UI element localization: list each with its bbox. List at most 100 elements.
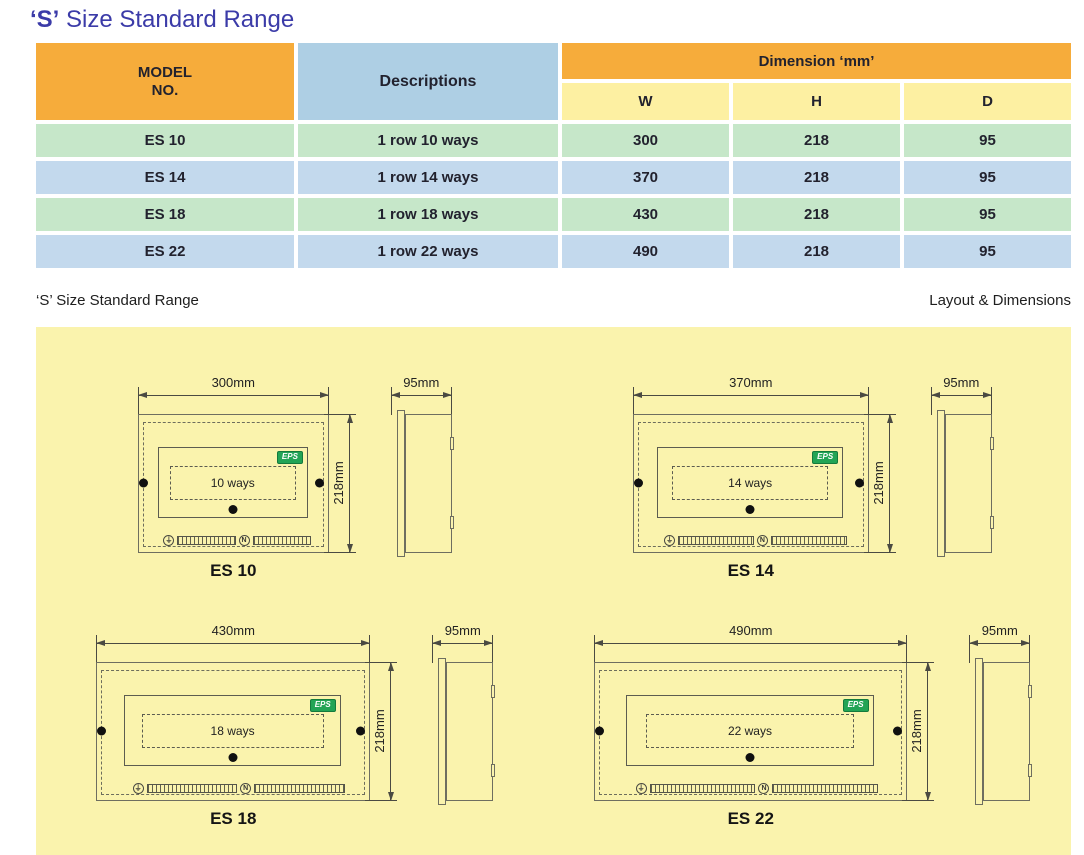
extension-line	[450, 386, 452, 415]
arrowhead-right-icon	[982, 391, 992, 398]
panel-layout-diagram: 490mm EPS 22 ways ⏚	[594, 622, 1033, 829]
earth-terminal-icon: ⏚	[664, 534, 676, 546]
header-width: W	[562, 83, 729, 120]
diagram-grid: 300mm EPS 10 ways ⏚	[36, 327, 1071, 855]
eps-logo: EPS	[812, 450, 839, 464]
extension-line	[906, 634, 908, 663]
cell-depth: 95	[904, 124, 1071, 157]
cell-depth: 95	[904, 161, 1071, 194]
mounting-hole-right	[854, 478, 864, 488]
enclosure-side-view	[432, 657, 496, 805]
earth-busbar	[177, 535, 236, 545]
side-view-flange	[975, 657, 984, 805]
dimension-line	[348, 414, 350, 552]
earth-busbar	[678, 535, 754, 545]
earth-busbar	[146, 783, 238, 793]
side-view-hinge-top	[1028, 685, 1033, 699]
enclosure-side-view	[391, 409, 454, 557]
side-view-assembly: 95mm	[432, 622, 496, 805]
header-dimension-mm: Dimension ‘mm’	[562, 43, 1071, 79]
earth-busbar	[649, 783, 756, 793]
page-title-emphasis: ‘S’	[30, 6, 60, 33]
enclosure-door: EPS 22 ways	[626, 694, 874, 766]
side-view-assembly: 95mm	[930, 374, 994, 557]
side-view-flange	[396, 409, 405, 557]
cell-model: ES 18	[36, 198, 294, 231]
width-dimension: 370mm	[632, 374, 869, 415]
earth-terminal-icon: ⏚	[132, 782, 144, 794]
extension-line	[137, 386, 139, 415]
extension-line	[323, 413, 356, 415]
side-view-hinge-top	[449, 437, 454, 451]
mounting-hole-left	[595, 726, 605, 736]
arrowhead-left-icon	[930, 391, 940, 398]
header-model-no: MODEL NO.	[36, 43, 294, 120]
front-view-assembly: 300mm EPS 10 ways ⏚	[137, 374, 356, 581]
enclosure-door: EPS 10 ways	[157, 446, 308, 518]
neutral-terminal-icon: N	[238, 534, 250, 546]
arrowhead-right-icon	[1021, 639, 1031, 646]
cell-height: 218	[733, 235, 900, 268]
mounting-hole-left	[633, 478, 643, 488]
depth-dimension-label: 95mm	[444, 622, 481, 638]
cell-depth: 95	[904, 235, 1071, 268]
spec-table: MODEL NO. Descriptions Dimension ‘mm’ W …	[36, 43, 1071, 268]
diagram-model-label: ES 18	[210, 808, 257, 828]
dimension-line	[433, 642, 493, 644]
extension-line	[902, 661, 935, 663]
arrowhead-down-icon	[886, 543, 893, 553]
extension-line	[930, 386, 932, 415]
terminal-strip: ⏚ N	[664, 534, 847, 547]
header-depth: D	[904, 83, 1071, 120]
eps-logo: EPS	[276, 450, 303, 464]
side-view-hinge-top	[491, 685, 496, 699]
earth-terminal-icon: ⏚	[163, 534, 175, 546]
mounting-hole-left	[138, 478, 148, 488]
extension-line	[492, 634, 494, 663]
page-title: ‘S’ Size Standard Range	[30, 6, 294, 34]
terminal-strip: ⏚ N	[163, 534, 311, 547]
width-dimension: 430mm	[96, 622, 371, 663]
door-lock-dot	[228, 752, 238, 762]
extension-line	[365, 661, 398, 663]
dimension-line	[970, 642, 1030, 644]
width-dimension-label: 430mm	[211, 622, 255, 638]
cell-model: ES 14	[36, 161, 294, 194]
extension-line	[390, 386, 392, 415]
neutral-busbar	[772, 783, 879, 793]
arrowhead-right-icon	[319, 391, 329, 398]
panel-layout-diagram: 370mm EPS 14 ways ⏚	[632, 374, 994, 581]
width-dimension: 300mm	[137, 374, 329, 415]
page-title-rest: Size Standard Range	[59, 6, 295, 33]
side-view-flange	[936, 409, 945, 557]
neutral-terminal-icon: N	[756, 534, 768, 546]
ways-area: 10 ways	[169, 465, 296, 500]
header-model-line2: NO.	[151, 81, 179, 99]
mounting-hole-left	[97, 726, 107, 736]
extension-line	[902, 799, 935, 801]
height-dimension-label: 218mm	[330, 461, 346, 505]
extension-line	[863, 551, 896, 553]
enclosure-front-view: EPS 10 ways ⏚ N	[137, 413, 356, 553]
arrowhead-left-icon	[390, 391, 400, 398]
dimension-line	[97, 642, 370, 644]
cell-height: 218	[733, 198, 900, 231]
arrowhead-up-icon	[886, 413, 893, 423]
ways-area: 18 ways	[141, 713, 324, 748]
cell-description: 1 row 18 ways	[298, 198, 558, 231]
extension-line	[323, 551, 356, 553]
ways-label: 10 ways	[210, 475, 255, 490]
door-lock-dot	[745, 752, 755, 762]
neutral-busbar	[254, 783, 345, 793]
arrowhead-right-icon	[898, 639, 908, 646]
cell-model: ES 10	[36, 124, 294, 157]
dimension-line	[888, 414, 890, 552]
extension-line	[969, 634, 971, 663]
enclosure-front-view: EPS 22 ways ⏚ N	[594, 661, 935, 801]
extension-line	[1029, 634, 1031, 663]
side-view-hinge-bottom	[449, 515, 454, 529]
diagram-model-label: ES 10	[210, 560, 257, 580]
depth-dimension-label: 95mm	[943, 374, 980, 390]
dimension-line	[391, 394, 451, 396]
extension-line	[432, 634, 434, 663]
